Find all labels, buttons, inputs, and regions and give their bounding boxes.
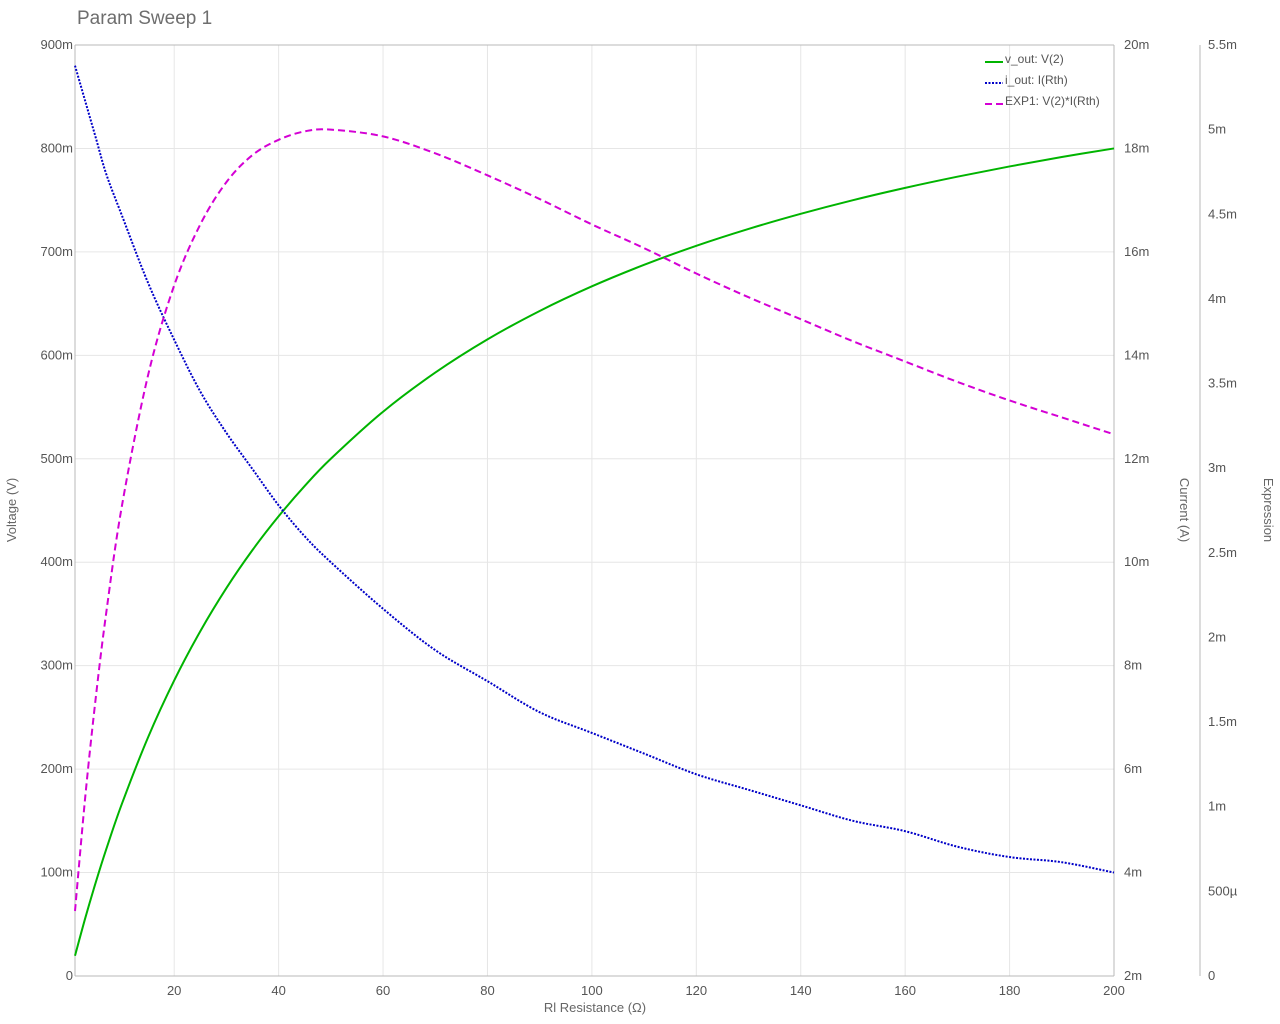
expression-tick-label: 5.5m bbox=[1208, 37, 1237, 52]
voltage-tick-label: 300m bbox=[40, 658, 73, 673]
expression-tick-label: 2.5m bbox=[1208, 545, 1237, 560]
expression-tick-label: 4.5m bbox=[1208, 206, 1237, 221]
current-axis-label: Current (A) bbox=[1177, 478, 1192, 542]
series-line-exp1 bbox=[74, 128, 1115, 912]
x-tick-label: 60 bbox=[376, 983, 390, 998]
current-tick-label: 4m bbox=[1124, 865, 1142, 880]
legend-label-i-out: i_out: I(Rth) bbox=[1005, 73, 1068, 87]
x-tick-label: 80 bbox=[480, 983, 494, 998]
voltage-axis-label: Voltage (V) bbox=[4, 478, 19, 542]
voltage-tick-label: 200m bbox=[40, 761, 73, 776]
expression-tick-label: 1.5m bbox=[1208, 714, 1237, 729]
expression-tick-label: 0 bbox=[1208, 968, 1215, 983]
voltage-tick-label: 100m bbox=[40, 865, 73, 880]
current-tick-label: 16m bbox=[1124, 244, 1149, 259]
expression-tick-label: 5m bbox=[1208, 122, 1226, 137]
voltage-tick-label: 600m bbox=[40, 347, 73, 362]
tick-labels: 20 40 60 80 100 120 140 160 180 200 0 100m 200m 300m 4… bbox=[40, 37, 1237, 998]
legend: v_out: V(2) i_out: I(Rth) EXP1: V(2)*I(R… bbox=[985, 52, 1100, 108]
x-tick-label: 200 bbox=[1103, 983, 1125, 998]
voltage-tick-label: 700m bbox=[40, 244, 73, 259]
x-tick-label: 100 bbox=[581, 983, 603, 998]
x-tick-label: 20 bbox=[167, 983, 181, 998]
expression-tick-label: 3m bbox=[1208, 460, 1226, 475]
axes bbox=[74, 44, 1201, 977]
expression-tick-label: 1m bbox=[1208, 799, 1226, 814]
chart-title: Param Sweep 1 bbox=[77, 8, 212, 29]
legend-label-v-out: v_out: V(2) bbox=[1005, 52, 1064, 66]
x-tick-label: 40 bbox=[271, 983, 285, 998]
legend-label-exp1: EXP1: V(2)*I(Rth) bbox=[1005, 94, 1100, 108]
series-line-i-out bbox=[74, 65, 1115, 874]
current-tick-label: 10m bbox=[1124, 554, 1149, 569]
voltage-tick-label: 800m bbox=[40, 140, 73, 155]
current-tick-label: 6m bbox=[1124, 761, 1142, 776]
expression-tick-label: 4m bbox=[1208, 291, 1226, 306]
x-tick-label: 180 bbox=[999, 983, 1021, 998]
expression-axis-label: Expression bbox=[1261, 478, 1276, 542]
x-tick-label: 120 bbox=[685, 983, 707, 998]
x-axis-label: Rl Resistance (Ω) bbox=[544, 1000, 646, 1015]
x-tick-label: 160 bbox=[894, 983, 916, 998]
series-lines bbox=[74, 65, 1115, 956]
current-tick-label: 12m bbox=[1124, 451, 1149, 466]
current-tick-label: 14m bbox=[1124, 347, 1149, 362]
voltage-tick-label: 500m bbox=[40, 451, 73, 466]
x-tick-label: 140 bbox=[790, 983, 812, 998]
voltage-tick-label: 900m bbox=[40, 37, 73, 52]
series-line-v-out bbox=[74, 147, 1115, 956]
expression-tick-label: 500µ bbox=[1208, 883, 1238, 898]
voltage-tick-label: 0 bbox=[66, 968, 73, 983]
grid-lines bbox=[75, 44, 1115, 976]
expression-tick-label: 2m bbox=[1208, 629, 1226, 644]
current-tick-label: 20m bbox=[1124, 37, 1149, 52]
current-tick-label: 8m bbox=[1124, 658, 1142, 673]
current-tick-label: 2m bbox=[1124, 968, 1142, 983]
voltage-tick-label: 400m bbox=[40, 554, 73, 569]
expression-tick-label: 3.5m bbox=[1208, 376, 1237, 391]
current-tick-label: 18m bbox=[1124, 140, 1149, 155]
